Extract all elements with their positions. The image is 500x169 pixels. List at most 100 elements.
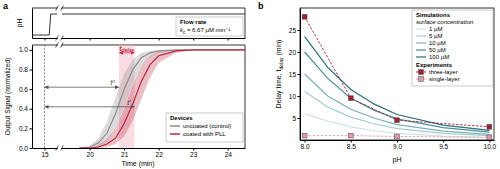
tick-label: 0.4 bbox=[19, 105, 28, 112]
tick-label: 0.6 bbox=[19, 86, 28, 93]
tick-mark bbox=[298, 96, 301, 97]
tick-mark bbox=[124, 38, 125, 41]
legend-label: single-layer bbox=[429, 76, 460, 82]
tick-label: 9.5 bbox=[439, 143, 448, 150]
annotations: t⁰t′tdelay bbox=[45, 45, 135, 107]
marker bbox=[395, 134, 400, 139]
legend-box bbox=[412, 10, 493, 86]
break-slash bbox=[61, 43, 64, 48]
legend-label: uncoated (control) bbox=[183, 123, 231, 129]
legend-label: 5 µM bbox=[429, 33, 442, 39]
legend-label: 10 µM bbox=[429, 40, 446, 46]
tick-mark bbox=[298, 74, 301, 75]
marker bbox=[487, 124, 492, 129]
tick-label: 25 bbox=[289, 27, 297, 34]
ph-line bbox=[32, 14, 245, 35]
tick: 9.0 bbox=[393, 140, 402, 150]
break-slash bbox=[61, 146, 64, 151]
legend-label: three-layer bbox=[429, 69, 458, 75]
tick-mark bbox=[30, 50, 33, 51]
tick: 5 bbox=[292, 115, 300, 122]
tick: 8.5 bbox=[347, 140, 356, 150]
tick: 15 bbox=[289, 71, 300, 78]
band bbox=[79, 50, 245, 148]
break-slash bbox=[56, 6, 59, 11]
tick-label: 21 bbox=[121, 151, 129, 158]
tick-mark bbox=[298, 118, 301, 119]
legend-title: Experiments bbox=[416, 62, 453, 68]
legend-title: Devices bbox=[170, 115, 193, 121]
frame bbox=[32, 8, 245, 38]
legend-label: coated with PLL bbox=[183, 131, 226, 137]
signal-line bbox=[79, 50, 245, 148]
tick-mark bbox=[298, 30, 301, 31]
legend-text: kc = 6.67 µM min⁻¹ bbox=[180, 27, 230, 35]
legend-subtitle: surface concentration bbox=[416, 19, 474, 25]
axis-title: Output Signal (normalized) bbox=[4, 58, 12, 135]
marker bbox=[348, 96, 353, 101]
tick-label: 20 bbox=[289, 49, 297, 56]
legend-title: Simulations bbox=[416, 12, 451, 18]
tick-label: 23 bbox=[190, 151, 198, 158]
break-slash bbox=[61, 36, 64, 41]
annotation-label: tdelay bbox=[119, 45, 134, 54]
tick-mark bbox=[159, 38, 160, 41]
tick-label: 10.0 bbox=[484, 143, 497, 150]
tick-mark bbox=[30, 109, 33, 110]
band bbox=[79, 50, 245, 148]
axis-title: Time (min) bbox=[121, 160, 154, 168]
marker bbox=[302, 133, 307, 138]
tick: 0.2 bbox=[19, 125, 32, 132]
legend-swatch bbox=[416, 35, 426, 36]
tick-label: 8.0 bbox=[301, 143, 310, 150]
legend-swatch bbox=[416, 42, 426, 43]
tick bbox=[193, 38, 194, 41]
tick-mark bbox=[45, 38, 46, 41]
tick-label: 24 bbox=[225, 151, 233, 158]
annotation-arrow bbox=[45, 106, 135, 107]
axis-break bbox=[56, 5, 64, 151]
legend-label: 50 µM bbox=[429, 47, 446, 53]
marker bbox=[487, 135, 492, 140]
tick: 24 bbox=[225, 148, 233, 158]
break-slash bbox=[56, 43, 59, 48]
legend-box bbox=[166, 113, 243, 142]
tick-label: 22 bbox=[156, 151, 164, 158]
break-slash bbox=[56, 36, 59, 41]
axis-title: Delay time, tdelay (min) bbox=[275, 40, 284, 109]
x-axis: 152021222324 bbox=[33, 148, 246, 158]
tick-label: 1.0 bbox=[19, 46, 28, 53]
marker bbox=[348, 133, 353, 138]
tick bbox=[90, 38, 91, 41]
tick: 8.0 bbox=[301, 140, 310, 150]
break-slash bbox=[56, 146, 59, 151]
frame bbox=[300, 8, 494, 140]
tick: 9.5 bbox=[439, 140, 448, 150]
legend-marker bbox=[419, 77, 424, 82]
start-line bbox=[44, 45, 45, 148]
tick-label: 8.5 bbox=[347, 143, 356, 150]
tick-label: 0.2 bbox=[19, 125, 28, 132]
start-line bbox=[44, 45, 45, 148]
tick: 10 bbox=[289, 93, 300, 100]
tick-label: 10 bbox=[289, 93, 297, 100]
tick-mark bbox=[30, 89, 33, 90]
tick-mark bbox=[298, 52, 301, 53]
tick: 22 bbox=[156, 148, 164, 158]
tick-mark bbox=[228, 38, 229, 41]
tick: 20 bbox=[289, 49, 300, 56]
axis-line bbox=[33, 148, 246, 149]
panel-label: b bbox=[258, 1, 264, 11]
tick-mark bbox=[30, 148, 33, 149]
tick: 25 bbox=[289, 27, 300, 34]
panel-label: a bbox=[3, 1, 9, 11]
legend: Flow ratekc = 6.67 µM min⁻¹ bbox=[176, 17, 243, 36]
ph-panel: pHFlow ratekc = 6.67 µM min⁻¹ bbox=[16, 8, 246, 41]
tick-mark bbox=[90, 38, 91, 41]
tick: 10.0 bbox=[484, 140, 497, 150]
tick-label: 15 bbox=[41, 151, 49, 158]
axis-title: pH bbox=[393, 156, 402, 164]
tick-label: 0.8 bbox=[19, 66, 28, 73]
tick: 1.0 bbox=[19, 46, 32, 53]
tick bbox=[45, 38, 46, 41]
